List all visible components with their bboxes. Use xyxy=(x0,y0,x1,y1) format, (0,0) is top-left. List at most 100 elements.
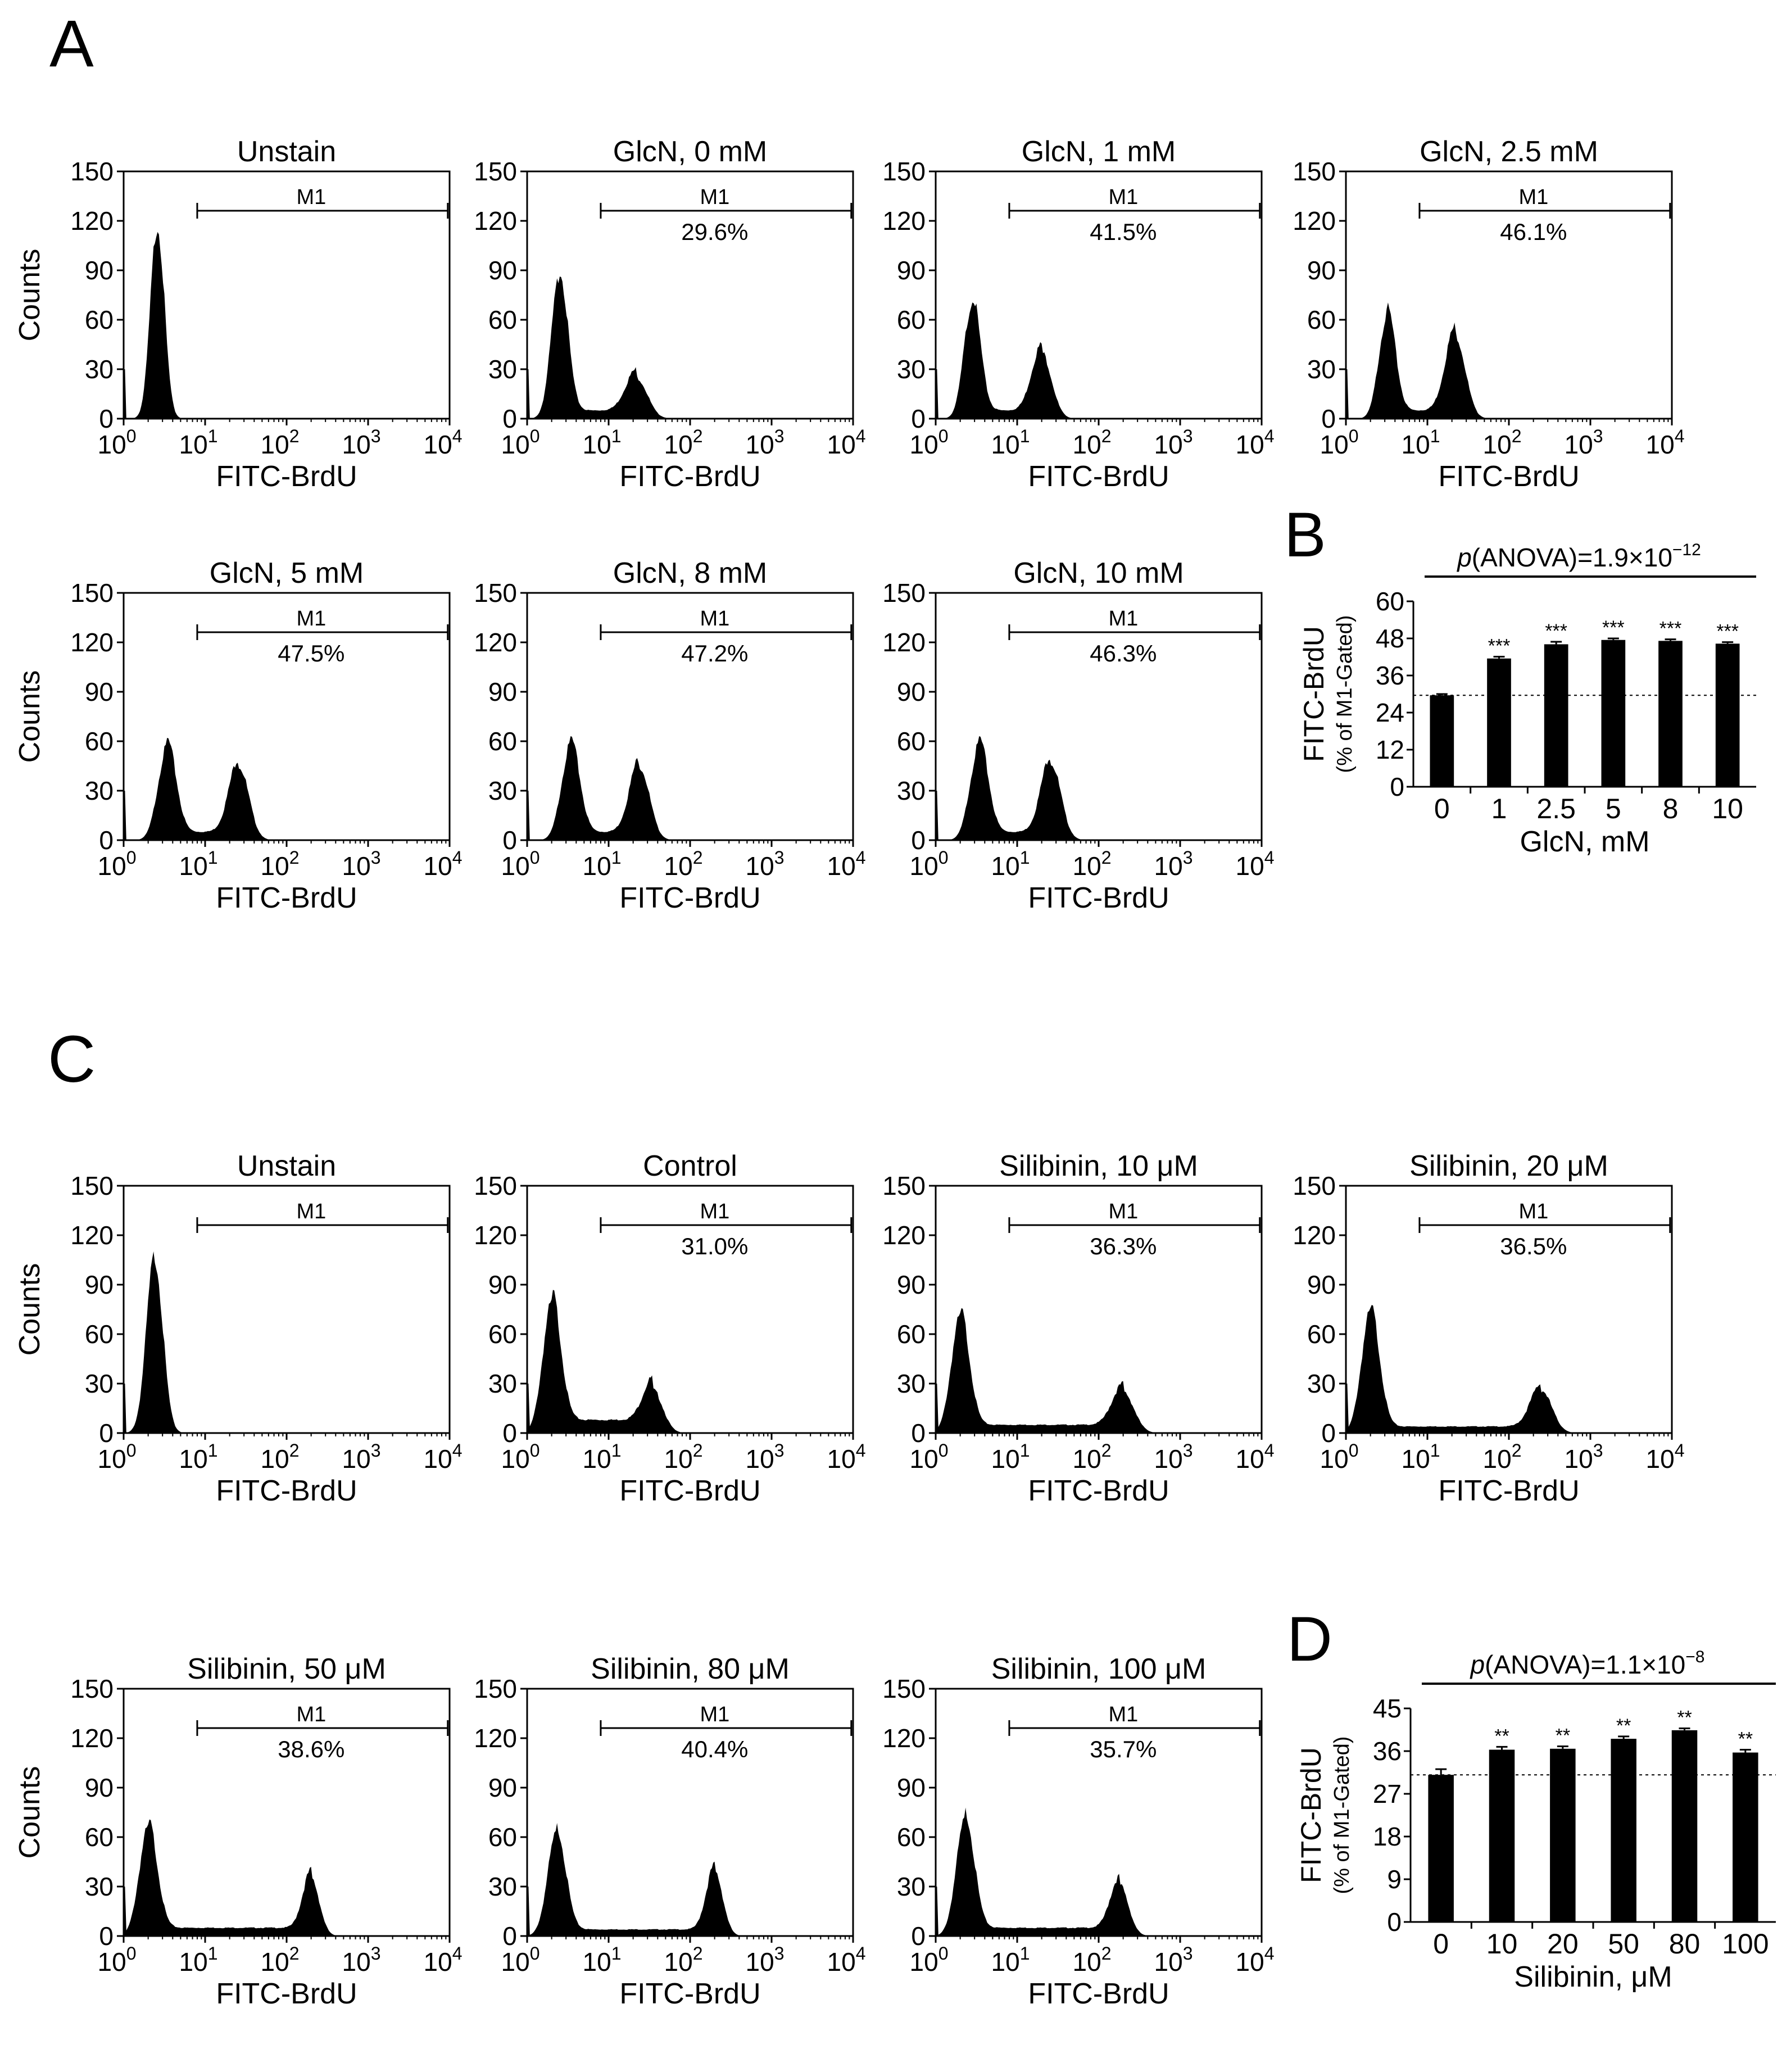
significance-mark: ** xyxy=(1738,1728,1753,1749)
y-tick-label: 60 xyxy=(488,727,517,756)
significance-mark: *** xyxy=(1659,618,1682,640)
histogram-title: Unstain xyxy=(237,135,336,168)
x-tick-label: 102 xyxy=(261,426,300,459)
y-tick-label: 90 xyxy=(488,677,517,706)
x-tick-label: 103 xyxy=(746,426,785,459)
histogram-C-1: Control M1 31.0% 0 30 60 90 120 150 100 101 102 103 1… xyxy=(474,1150,865,1507)
panel-label-d: D xyxy=(1287,1604,1332,1674)
significance-mark: *** xyxy=(1488,635,1511,656)
y-tick-label: 60 xyxy=(897,1320,926,1349)
x-tick-label: 10 xyxy=(1486,1928,1518,1960)
gate-label: M1 xyxy=(296,1703,326,1726)
panel-b-bar-chart: p(ANOVA)=1.9×10−12 0 12 24 36 48 60 0 *** 1 *** 2.5… xyxy=(1298,541,1756,858)
x-tick-label: 100 xyxy=(98,1440,137,1473)
x-axis-label: FITC-BrdU xyxy=(619,1978,760,2010)
x-tick-label: 8 xyxy=(1663,793,1679,824)
y-tick-label: 150 xyxy=(70,1674,114,1703)
gate-label: M1 xyxy=(1518,185,1548,209)
y-tick-label: 48 xyxy=(1376,624,1404,653)
x-axis-label: FITC-BrdU xyxy=(1028,460,1169,493)
panel-label-a: A xyxy=(49,7,94,81)
histogram-title: GlcN, 10 mM xyxy=(1013,557,1184,590)
x-tick-label: 101 xyxy=(179,1943,218,1976)
panel-label-b: B xyxy=(1284,500,1326,570)
y-tick-label: 120 xyxy=(882,1221,926,1250)
y-tick-label: 60 xyxy=(85,305,114,334)
x-tick-label: 100 xyxy=(910,1943,949,1976)
significance-mark: ** xyxy=(1616,1715,1631,1737)
y-tick-label: 90 xyxy=(897,677,926,706)
histogram-fill xyxy=(527,1290,853,1433)
x-tick-label: 103 xyxy=(342,1440,381,1473)
x-axis-label: FITC-BrdU xyxy=(1438,1475,1579,1507)
gate-label: M1 xyxy=(1518,1200,1548,1223)
y-tick-label: 0 xyxy=(911,1921,926,1951)
panel-d-bar-chart: p(ANOVA)=1.1×10−8 0 9 18 27 36 45 0 ** 10 ** 20 ** 50… xyxy=(1295,1648,1776,1993)
x-tick-label: 102 xyxy=(261,847,300,881)
x-tick-label: 100 xyxy=(910,426,949,459)
x-tick-label: 104 xyxy=(1646,426,1685,459)
x-tick-label: 101 xyxy=(991,847,1030,881)
x-tick-label: 20 xyxy=(1547,1928,1579,1960)
y-tick-label: 60 xyxy=(85,1822,114,1852)
histogram-title: Control xyxy=(643,1150,737,1182)
x-tick-label: 104 xyxy=(827,1440,866,1473)
x-tick-label: 104 xyxy=(827,1943,866,1976)
x-axis-label: FITC-BrdU xyxy=(216,882,357,914)
x-tick-label: 2.5 xyxy=(1536,793,1576,824)
x-tick-label: 101 xyxy=(179,426,218,459)
bar xyxy=(1550,1748,1576,1922)
y-tick-label: 60 xyxy=(1307,1320,1336,1349)
gate-percent: 35.7% xyxy=(1090,1736,1157,1762)
y-tick-label: 150 xyxy=(70,578,114,607)
x-tick-label: 102 xyxy=(664,1440,703,1473)
x-tick-label: 102 xyxy=(1483,1440,1522,1473)
histogram-frame xyxy=(935,1688,1263,1937)
y-tick-label: 150 xyxy=(474,1171,517,1200)
x-tick-label: 100 xyxy=(1722,1928,1769,1960)
x-tick-label: 100 xyxy=(98,1943,137,1976)
y-tick-label: 30 xyxy=(85,776,114,805)
bar xyxy=(1733,1752,1758,1922)
y-tick-label: 90 xyxy=(85,256,114,285)
y-tick-label: 12 xyxy=(1376,735,1404,764)
histogram-fill xyxy=(527,736,853,840)
gate-percent: 47.5% xyxy=(278,640,344,667)
gate-label: M1 xyxy=(1108,185,1138,209)
x-tick-label: 103 xyxy=(1565,1440,1603,1473)
y-tick-label: 0 xyxy=(99,826,114,855)
x-tick-label: 102 xyxy=(261,1943,300,1976)
x-tick-label: 100 xyxy=(1320,426,1359,459)
y-tick-label: 30 xyxy=(85,1369,114,1398)
histogram-fill xyxy=(124,232,450,419)
y-tick-label: 30 xyxy=(488,1872,517,1901)
bar-chart-title: p(ANOVA)=1.1×10−8 xyxy=(1470,1648,1705,1679)
y-axis-sublabel: (% of M1-Gated) xyxy=(1330,1737,1354,1894)
x-tick-label: 102 xyxy=(261,1440,300,1473)
x-tick-label: 104 xyxy=(1236,1440,1275,1473)
y-tick-label: 0 xyxy=(1321,1418,1336,1448)
bar xyxy=(1715,643,1740,787)
histogram-frame xyxy=(526,1688,854,1937)
y-tick-label: 0 xyxy=(1390,772,1404,801)
x-tick-label: 103 xyxy=(1154,1943,1193,1976)
gate-percent: 41.5% xyxy=(1090,219,1157,245)
x-tick-label: 104 xyxy=(1236,426,1275,459)
gate-label: M1 xyxy=(296,1200,326,1223)
histogram-title: GlcN, 5 mM xyxy=(210,557,364,590)
x-tick-label: 104 xyxy=(827,847,866,881)
x-axis-label: FITC-BrdU xyxy=(619,1475,760,1507)
x-tick-label: 100 xyxy=(1320,1440,1359,1473)
y-tick-label: 90 xyxy=(85,1270,114,1299)
y-tick-label: 150 xyxy=(474,157,517,186)
bar xyxy=(1671,1730,1698,1922)
histogram-A-4: GlcN, 5 mM M1 47.5% 0 30 60 90 120 150 100 101 102 1… xyxy=(13,557,462,914)
y-tick-label: 120 xyxy=(474,1724,517,1753)
y-tick-label: 0 xyxy=(911,404,926,433)
bar xyxy=(1428,1775,1454,1922)
y-tick-label: 60 xyxy=(1307,305,1336,334)
significance-mark: *** xyxy=(1602,617,1625,638)
y-tick-label: 0 xyxy=(502,1418,517,1448)
y-tick-label: 30 xyxy=(1307,1369,1336,1398)
